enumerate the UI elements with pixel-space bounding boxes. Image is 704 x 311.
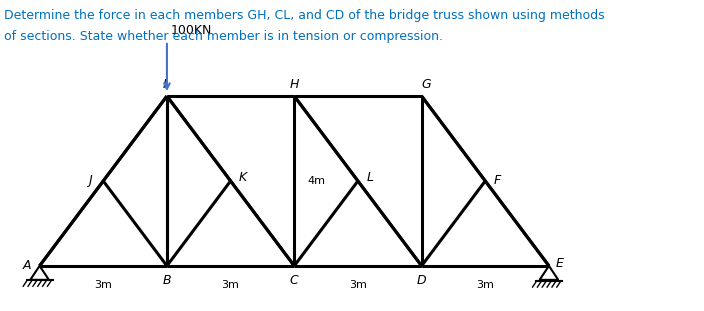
Text: 3m: 3m — [222, 280, 239, 290]
Text: 3m: 3m — [349, 280, 367, 290]
Text: K: K — [239, 171, 246, 184]
Text: of sections. State whether each member is in tension or compression.: of sections. State whether each member i… — [4, 30, 443, 43]
Text: B: B — [163, 274, 171, 287]
Text: I: I — [163, 78, 167, 91]
Text: J: J — [88, 174, 92, 188]
Text: 100KN: 100KN — [171, 24, 213, 37]
Text: Determine the force in each members GH, CL, and CD of the bridge truss shown usi: Determine the force in each members GH, … — [4, 9, 604, 22]
Text: 3m: 3m — [94, 280, 112, 290]
Text: H: H — [289, 78, 299, 91]
Text: 3m: 3m — [477, 280, 494, 290]
Text: L: L — [366, 171, 373, 184]
Text: D: D — [417, 274, 427, 287]
Text: F: F — [494, 174, 501, 188]
Text: A: A — [23, 259, 31, 272]
Text: G: G — [422, 78, 432, 91]
Text: E: E — [555, 257, 563, 270]
Text: 4m: 4m — [308, 176, 326, 186]
Text: C: C — [290, 274, 298, 287]
